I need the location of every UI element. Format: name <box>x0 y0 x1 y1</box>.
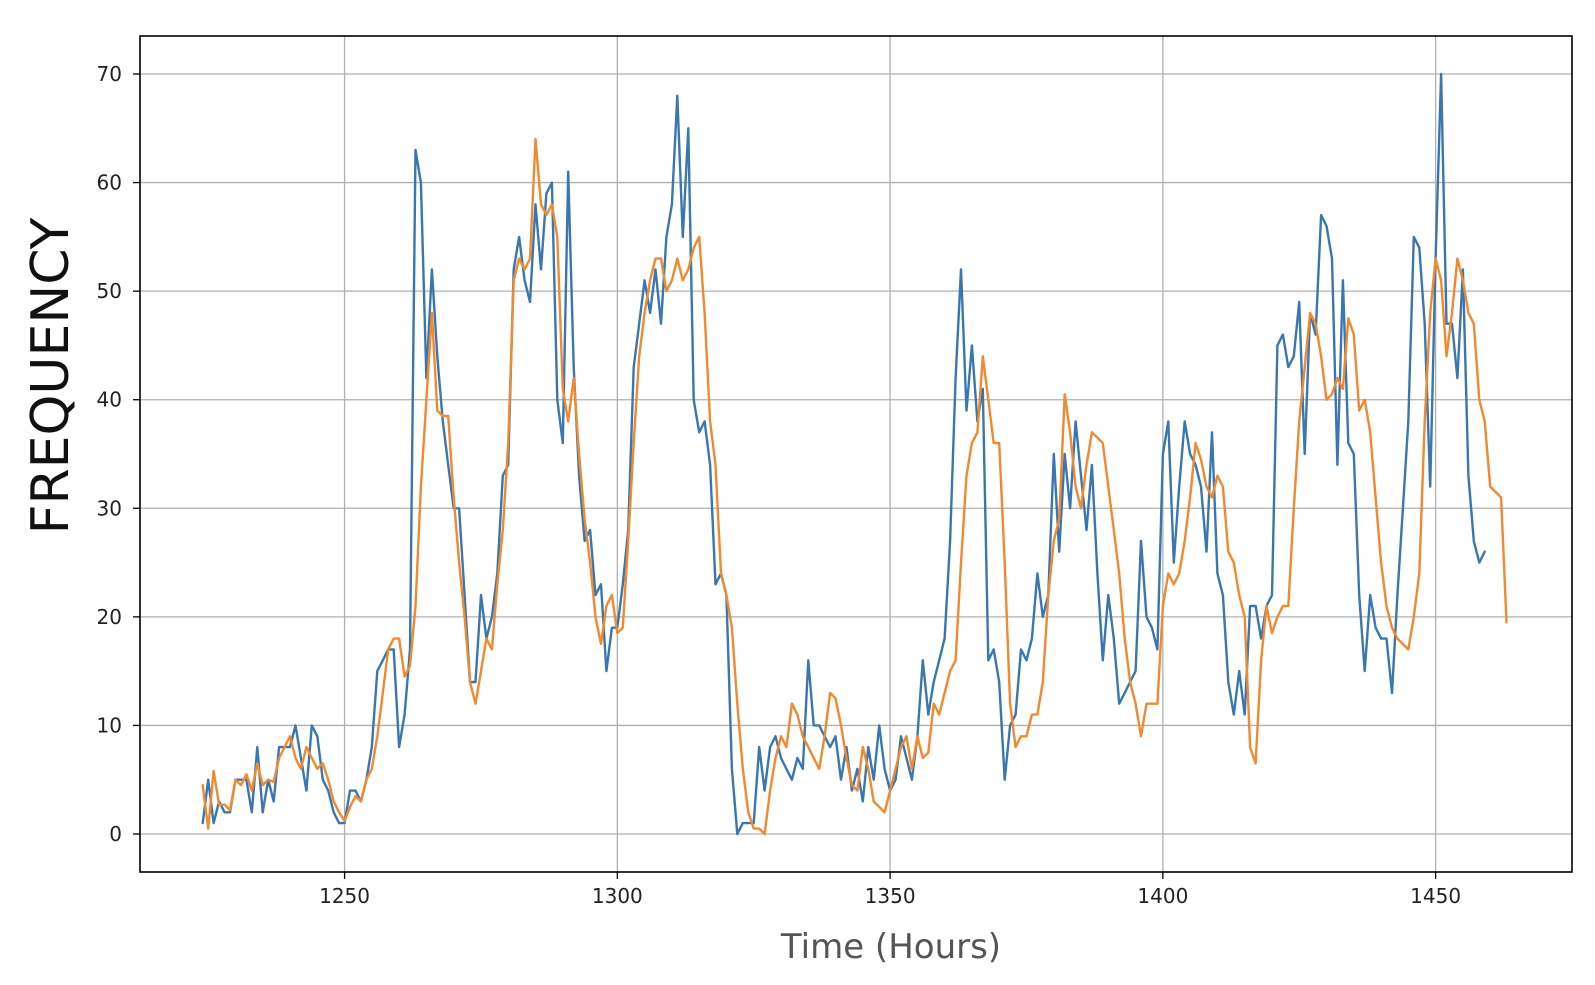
x-tick-label: 1400 <box>1137 884 1188 908</box>
x-tick-label: 1350 <box>865 884 916 908</box>
y-tick-label: 30 <box>97 496 122 520</box>
axis-ticks: 1250 1300 1350 1400 1450 0 10 20 30 40 50 60 70 <box>97 62 1462 908</box>
plot-area-frame <box>139 35 1573 873</box>
x-axis-title: Time (Hours) <box>780 927 1001 967</box>
x-tick-label: 1250 <box>319 884 370 908</box>
series-lines <box>201 72 1508 836</box>
y-tick-label: 20 <box>97 605 122 629</box>
y-tick-label: 40 <box>97 388 122 412</box>
y-tick-label: 70 <box>97 62 122 86</box>
x-tick-label: 1450 <box>1410 884 1461 908</box>
y-tick-label: 0 <box>109 822 122 846</box>
series-line-2 <box>201 137 1508 836</box>
x-tick-label: 1300 <box>592 884 643 908</box>
y-tick-label: 10 <box>97 713 122 737</box>
y-tick-label: 60 <box>97 171 122 195</box>
series-line-1 <box>201 72 1486 836</box>
y-tick-label: 50 <box>97 279 122 303</box>
y-axis-title: FREQUENCY <box>21 217 81 534</box>
